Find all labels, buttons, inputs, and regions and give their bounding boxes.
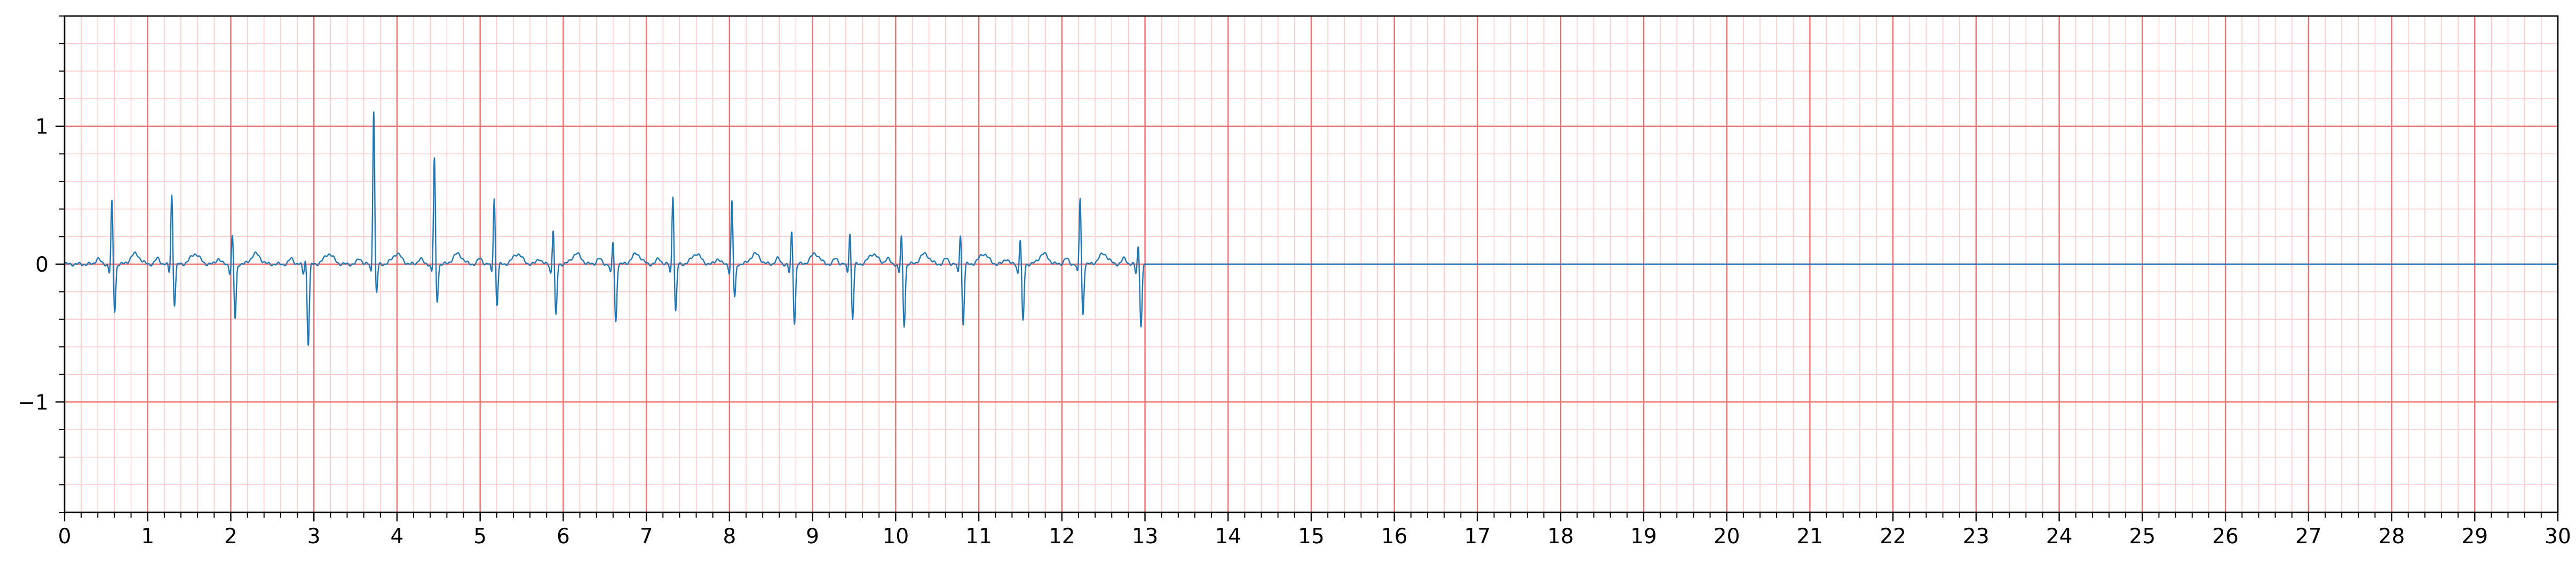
x-tick-label: 3 xyxy=(307,525,321,549)
x-tick-label: 2 xyxy=(224,525,237,549)
x-tick-label: 11 xyxy=(965,525,992,549)
x-tick-label: 17 xyxy=(1464,525,1491,549)
x-tick-label: 8 xyxy=(723,525,736,549)
x-axis-ticks: 0 1 2 3 4 5 6 7 8 9 10 11 12 13 14 15 16 17 18 19 20 21 22 23 24… xyxy=(58,512,2571,549)
x-tick-label: 30 xyxy=(2545,525,2571,549)
x-tick-label: 21 xyxy=(1797,525,1824,549)
x-tick-label: 9 xyxy=(806,525,819,549)
x-tick-label: 19 xyxy=(1630,525,1657,549)
x-tick-label: 4 xyxy=(391,525,404,549)
x-tick-label: 7 xyxy=(640,525,653,549)
x-tick-label: 5 xyxy=(473,525,487,549)
ecg-series-line xyxy=(64,111,1146,346)
y-tick-label: −1 xyxy=(18,391,49,415)
x-tick-label: 20 xyxy=(1714,525,1740,549)
x-tick-label: 10 xyxy=(883,525,909,549)
x-tick-label: 12 xyxy=(1049,525,1075,549)
x-tick-label: 18 xyxy=(1547,525,1574,549)
x-tick-label: 6 xyxy=(557,525,570,549)
y-tick-label: 1 xyxy=(35,115,49,139)
x-tick-label: 28 xyxy=(2379,525,2405,549)
x-tick-label: 0 xyxy=(58,525,72,549)
x-tick-label: 23 xyxy=(1963,525,1990,549)
x-tick-label: 26 xyxy=(2212,525,2239,549)
x-tick-label: 15 xyxy=(1298,525,1325,549)
x-tick-label: 13 xyxy=(1132,525,1159,549)
x-tick-label: 14 xyxy=(1215,525,1241,549)
y-axis-ticks: −1 0 1 xyxy=(18,15,65,513)
x-tick-label: 27 xyxy=(2295,525,2322,549)
x-tick-label: 22 xyxy=(1880,525,1906,549)
series-layer xyxy=(64,111,1146,346)
x-tick-label: 16 xyxy=(1381,525,1408,549)
y-tick-label: 0 xyxy=(35,253,49,277)
x-tick-label: 24 xyxy=(2046,525,2073,549)
x-tick-label: 1 xyxy=(141,525,154,549)
x-tick-label: 25 xyxy=(2129,525,2156,549)
x-tick-label: 29 xyxy=(2461,525,2488,549)
